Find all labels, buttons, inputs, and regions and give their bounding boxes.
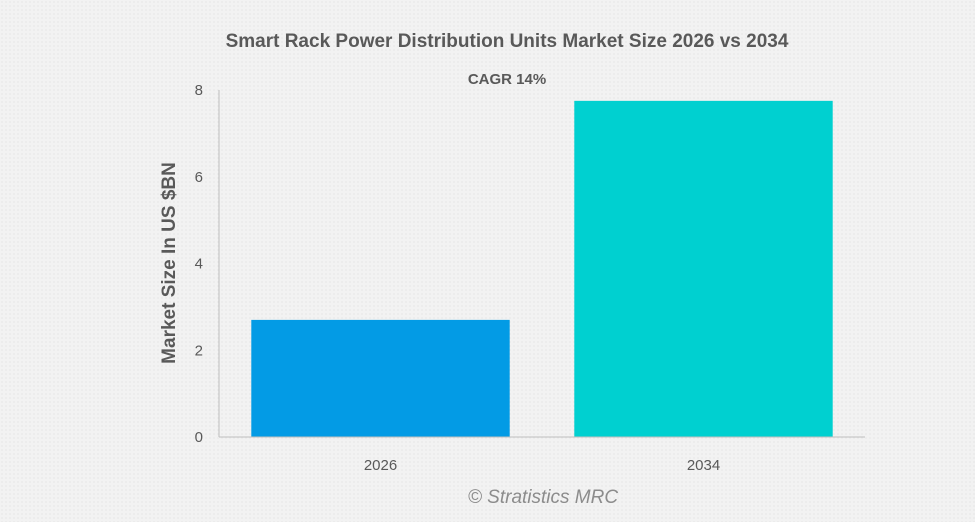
bars-group (251, 100, 833, 437)
x-axis-ticks: 2026 2034 (364, 457, 720, 474)
y-tick-label: 4 (195, 256, 203, 273)
y-tick-label: 0 (195, 429, 203, 446)
x-tick-label: 2026 (364, 457, 397, 474)
chart-subtitle: CAGR 14% (468, 71, 546, 88)
bar-2026 (251, 319, 510, 437)
y-tick-label: 2 (195, 342, 203, 359)
watermark: © Stratistics MRC (468, 487, 618, 508)
chart-title: Smart Rack Power Distribution Units Mark… (226, 31, 789, 52)
y-axis-label: Market Size In US $BN (159, 162, 180, 364)
y-tick-label: 8 (195, 82, 203, 99)
y-axis-ticks: 0 2 4 6 8 (195, 82, 203, 446)
x-tick-label: 2034 (687, 457, 720, 474)
bar-2034 (574, 100, 833, 437)
y-tick-label: 6 (195, 169, 203, 186)
